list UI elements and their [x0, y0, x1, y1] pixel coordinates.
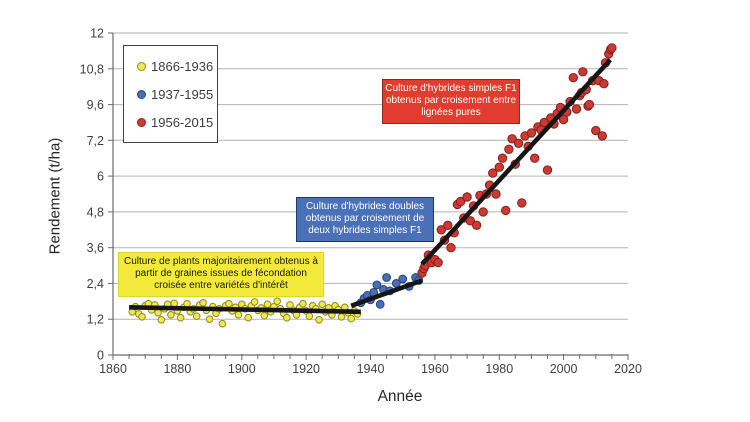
scatter-point [446, 243, 456, 253]
scatter-point [167, 311, 175, 319]
trend-line [350, 278, 423, 308]
x-tick-label: 1880 [163, 362, 191, 376]
scatter-point [568, 73, 578, 83]
scatter-point [218, 319, 227, 328]
y-tick-label: 10,8 [80, 62, 104, 76]
scatter-point [398, 274, 408, 284]
scatter-point [382, 273, 392, 282]
scatter-point [375, 299, 385, 309]
scatter-point [234, 311, 243, 319]
scatter-point [597, 131, 607, 141]
scatter-point [154, 308, 162, 317]
x-tick-label: 1960 [421, 362, 449, 376]
scatter-point [513, 138, 524, 149]
y-tick-label: 1,2 [87, 313, 104, 327]
scatter-point [578, 67, 588, 77]
scatter-point [273, 297, 282, 306]
scatter-point [599, 79, 609, 89]
scatter-point [504, 144, 514, 155]
y-axis-title: Rendement (t/ha) [46, 137, 64, 255]
legend-item-1866-1936: 1866-1936 [137, 59, 217, 74]
legend-item-1956-2015: 1956-2015 [137, 115, 217, 130]
scatter-point [584, 99, 595, 110]
legend-item-label: 1937-1955 [151, 86, 214, 102]
scatter-point [507, 134, 517, 144]
annotation-single-hybrids-period: Culture d'hybrides simples F1 obtenus pa… [382, 79, 520, 124]
scatter-point [542, 165, 553, 175]
scatter-point [488, 168, 498, 178]
trend-line [420, 58, 612, 266]
scatter-point [591, 125, 601, 136]
scatter-point [462, 192, 472, 202]
scatter-point [244, 313, 252, 322]
scatter-point [443, 220, 453, 231]
x-axis-title: Année [377, 388, 423, 405]
scatter-point [347, 314, 356, 323]
scatter-point [455, 196, 466, 207]
legend-item-label: 1866-1936 [151, 58, 214, 74]
scatter-point [607, 43, 617, 53]
scatter-point [260, 311, 269, 320]
y-tick-label: 12 [90, 27, 104, 41]
scatter-point [305, 312, 314, 321]
scatter-point [539, 117, 549, 128]
scatter-point [526, 128, 537, 138]
annotation-double-hybrids-period: Culture d'hybrides doubles obtenus par c… [296, 197, 434, 242]
legend-item-label: 1956-2015 [151, 114, 214, 130]
scatter-point [501, 205, 511, 216]
y-tick-label: 7,2 [87, 134, 104, 148]
scatter-point [318, 300, 327, 309]
x-tick-label: 1920 [292, 362, 320, 376]
y-tick-label: 4,8 [87, 205, 104, 219]
scatter-point [250, 298, 259, 306]
scatter-point [199, 299, 207, 307]
scatter-point [138, 313, 146, 321]
x-tick-label: 1860 [99, 362, 127, 376]
scatter-point [299, 299, 307, 308]
red-dot-icon [137, 117, 146, 127]
scatter-point [465, 216, 475, 226]
scatter-point [494, 162, 504, 172]
trend-line [129, 305, 361, 315]
yellow-dot-icon [137, 61, 146, 71]
scatter-point [530, 153, 540, 163]
scatter-point [337, 313, 346, 321]
scatter-point [225, 299, 233, 308]
scatter-point [315, 316, 323, 324]
x-tick-label: 1900 [228, 362, 256, 376]
x-tick-label: 2020 [614, 362, 642, 376]
legend: 1866-1936 1937-1955 1956-2015 [123, 45, 218, 143]
scatter-point [497, 153, 508, 163]
legend-item-1937-1955: 1937-1955 [137, 87, 217, 102]
y-tick-label: 0 [97, 349, 104, 363]
x-tick-label: 1940 [357, 362, 385, 376]
scatter-point [433, 257, 443, 268]
y-tick-label: 9,6 [87, 98, 104, 112]
scatter-point [183, 299, 191, 308]
scatter-point [205, 315, 214, 324]
scatter-point [517, 198, 527, 208]
y-tick-label: 2,4 [87, 277, 104, 291]
annotation-open-pollinated-period: Culture de plants majoritairement obtenu… [118, 252, 324, 297]
y-tick-label: 6 [97, 170, 104, 184]
scatter-point [491, 189, 501, 199]
scatter-point [571, 104, 582, 114]
x-tick-label: 1980 [485, 362, 513, 376]
scatter-point [157, 316, 166, 324]
scatter-point [263, 300, 272, 309]
scatter-point [170, 299, 178, 308]
x-tick-label: 2000 [550, 362, 578, 376]
scatter-point [472, 220, 482, 231]
scatter-point [436, 225, 446, 235]
y-tick-label: 3,6 [87, 241, 104, 255]
scatter-point [372, 280, 382, 290]
scatter-point [192, 312, 201, 321]
scatter-point [478, 207, 488, 217]
blue-dot-icon [137, 89, 146, 99]
scatter-point [283, 313, 291, 322]
scatter-point [176, 313, 185, 322]
